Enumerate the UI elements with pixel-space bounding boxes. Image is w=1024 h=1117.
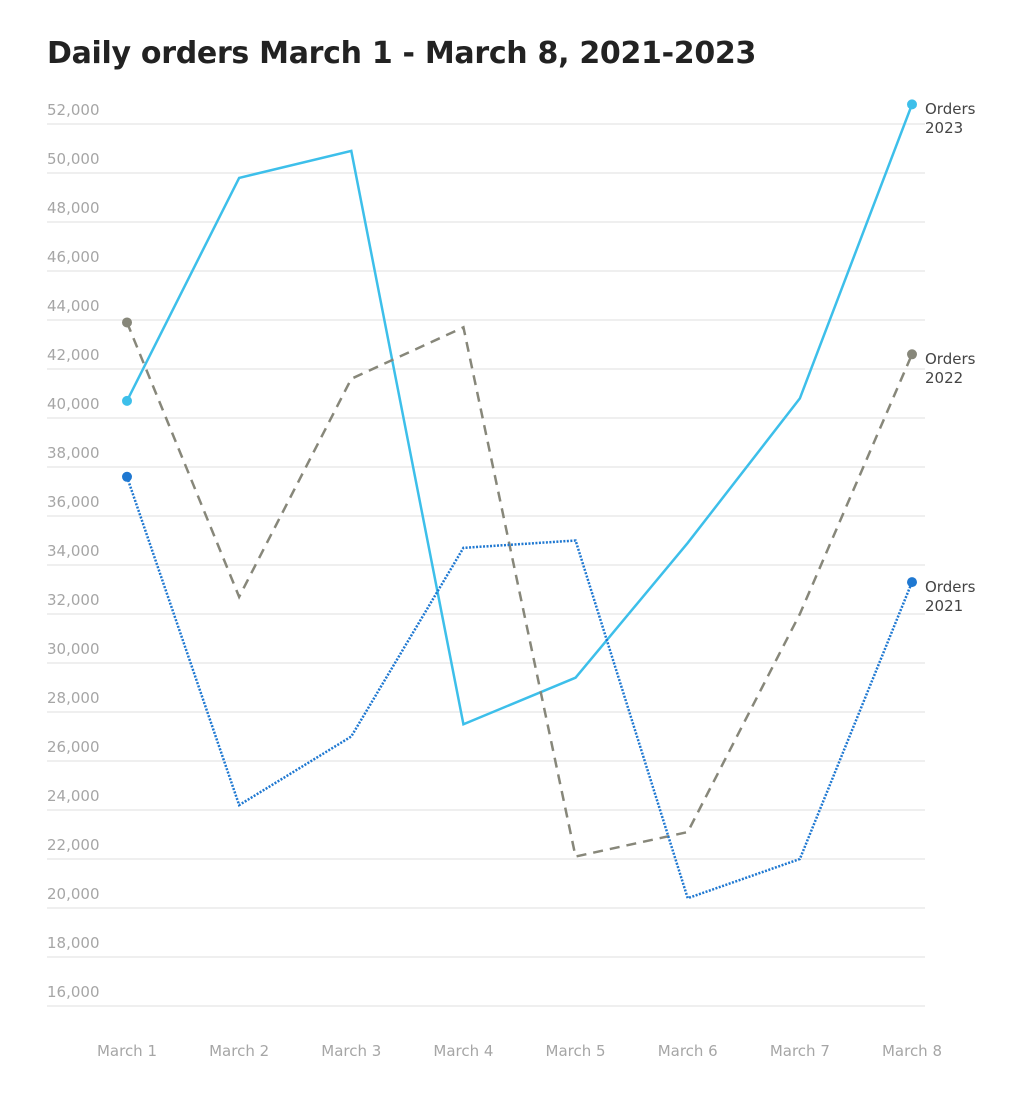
x-tick-label: March 7 — [770, 1042, 830, 1060]
y-tick-label: 30,000 — [47, 640, 100, 658]
y-tick-label: 44,000 — [47, 297, 100, 315]
x-tick-label: March 6 — [658, 1042, 718, 1060]
y-tick-label: 18,000 — [47, 934, 100, 952]
end-dot — [907, 577, 917, 588]
x-tick-label: March 3 — [321, 1042, 381, 1060]
series-label: Orders 2022 — [925, 350, 976, 388]
end-dot — [122, 317, 132, 328]
x-tick-label: March 2 — [209, 1042, 269, 1060]
end-dot — [907, 349, 917, 360]
y-tick-label: 34,000 — [47, 542, 100, 560]
y-tick-label: 50,000 — [47, 150, 100, 168]
y-tick-label: 42,000 — [47, 346, 100, 364]
end-dot — [907, 99, 917, 110]
y-tick-label: 46,000 — [47, 248, 100, 266]
y-tick-label: 38,000 — [47, 444, 100, 462]
series-line — [125, 476, 914, 900]
y-tick-label: 20,000 — [47, 885, 100, 903]
series-line — [125, 321, 914, 859]
y-tick-label: 26,000 — [47, 738, 100, 756]
x-tick-label: March 5 — [546, 1042, 606, 1060]
y-tick-label: 48,000 — [47, 199, 100, 217]
series-line — [125, 103, 914, 726]
y-tick-label: 16,000 — [47, 983, 100, 1001]
y-tick-label: 40,000 — [47, 395, 100, 413]
series-label: Orders 2021 — [925, 578, 976, 616]
y-tick-label: 52,000 — [47, 101, 100, 119]
x-tick-label: March 8 — [882, 1042, 942, 1060]
x-tick-label: March 4 — [433, 1042, 493, 1060]
x-tick-label: March 1 — [97, 1042, 157, 1060]
y-tick-label: 28,000 — [47, 689, 100, 707]
y-tick-label: 22,000 — [47, 836, 100, 854]
series-label: Orders 2023 — [925, 100, 976, 138]
y-tick-label: 32,000 — [47, 591, 100, 609]
end-dot — [122, 471, 132, 482]
end-dot — [122, 395, 132, 406]
y-tick-label: 24,000 — [47, 787, 100, 805]
chart-title: Daily orders March 1 - March 8, 2021-202… — [47, 36, 757, 71]
y-tick-label: 36,000 — [47, 493, 100, 511]
